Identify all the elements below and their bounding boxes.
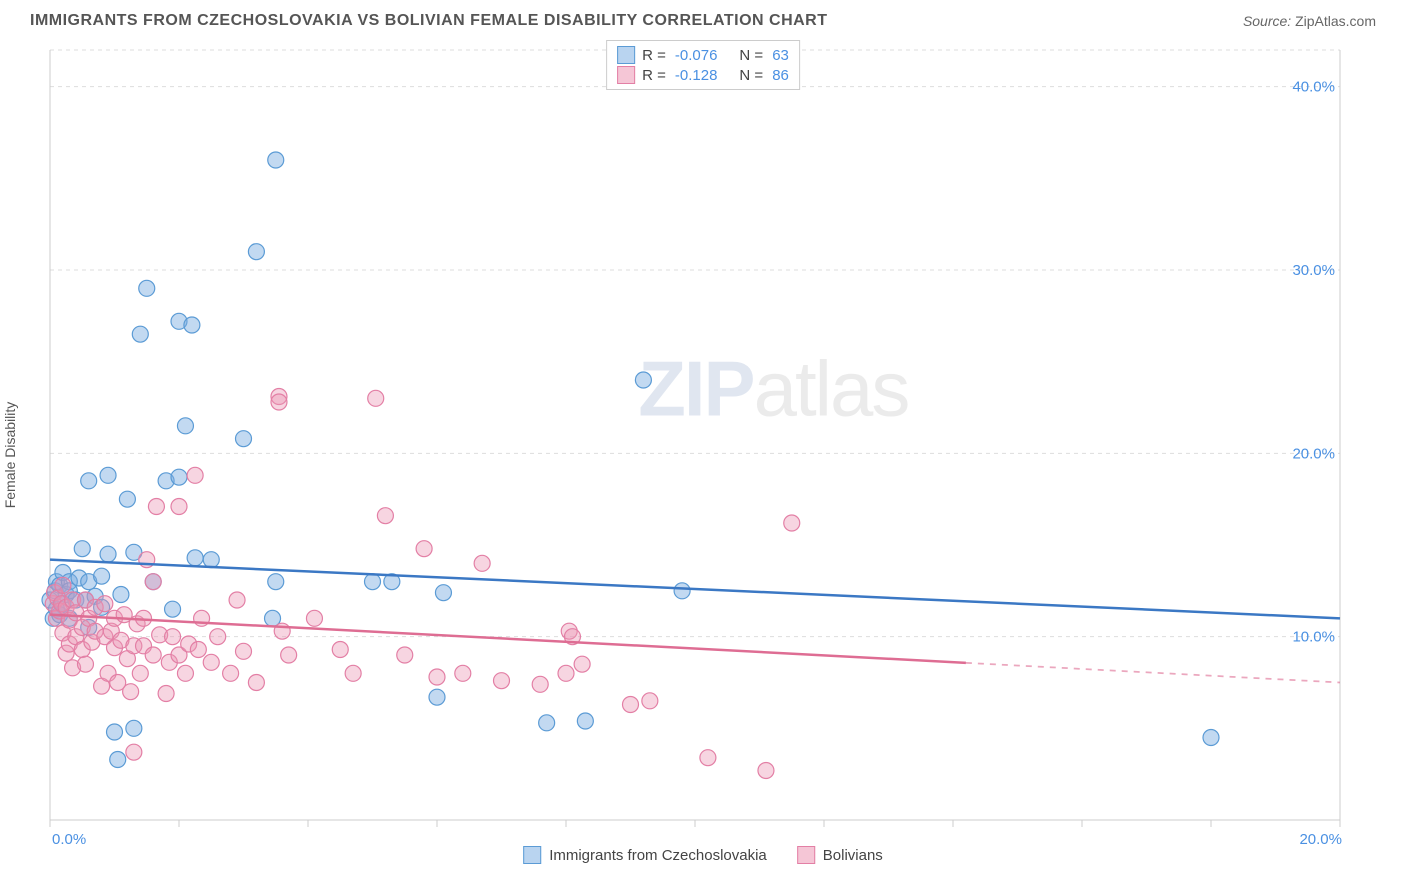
legend-swatch-bolivian [797,846,815,864]
legend-item-czech: Immigrants from Czechoslovakia [523,846,767,864]
scatter-chart: 10.0% 20.0% 30.0% 40.0% 0.0% 20.0% [0,40,1406,870]
legend-swatch-czech [523,846,541,864]
legend-swatch-czech [617,46,635,64]
chart-title: IMMIGRANTS FROM CZECHOSLOVAKIA VS BOLIVI… [30,12,828,30]
legend-item-bolivian: Bolivians [797,846,883,864]
chart-header: IMMIGRANTS FROM CZECHOSLOVAKIA VS BOLIVI… [0,0,1406,40]
legend-n-value: 63 [772,47,789,64]
legend-r-label: R = [642,47,666,64]
legend-n-label: N = [739,47,763,64]
legend-series: Immigrants from Czechoslovakia Bolivians [523,846,883,864]
source-value: ZipAtlas.com [1295,13,1376,29]
source-label: Source: [1243,13,1291,29]
svg-text:30.0%: 30.0% [1292,262,1335,279]
legend-correlation: R = -0.076 N = 63 R = -0.128 N = 86 [606,40,800,90]
svg-text:20.0%: 20.0% [1292,445,1335,462]
source-citation: Source: ZipAtlas.com [1243,13,1376,29]
svg-text:0.0%: 0.0% [52,831,86,848]
legend-r-label: R = [642,67,666,84]
legend-r-value: -0.128 [675,67,718,84]
legend-label: Immigrants from Czechoslovakia [549,847,767,864]
svg-text:20.0%: 20.0% [1299,831,1342,848]
legend-swatch-bolivian [617,66,635,84]
chart-container: Female Disability ZIPatlas 10.0%20.0%30.… [0,40,1406,870]
svg-text:40.0%: 40.0% [1292,79,1335,96]
legend-row-czech: R = -0.076 N = 63 [617,45,789,65]
legend-n-value: 86 [772,67,789,84]
legend-row-bolivian: R = -0.128 N = 86 [617,65,789,85]
legend-label: Bolivians [823,847,883,864]
svg-text:10.0%: 10.0% [1292,629,1335,646]
legend-r-value: -0.076 [675,47,718,64]
y-axis-label: Female Disability [2,402,18,509]
legend-n-label: N = [739,67,763,84]
